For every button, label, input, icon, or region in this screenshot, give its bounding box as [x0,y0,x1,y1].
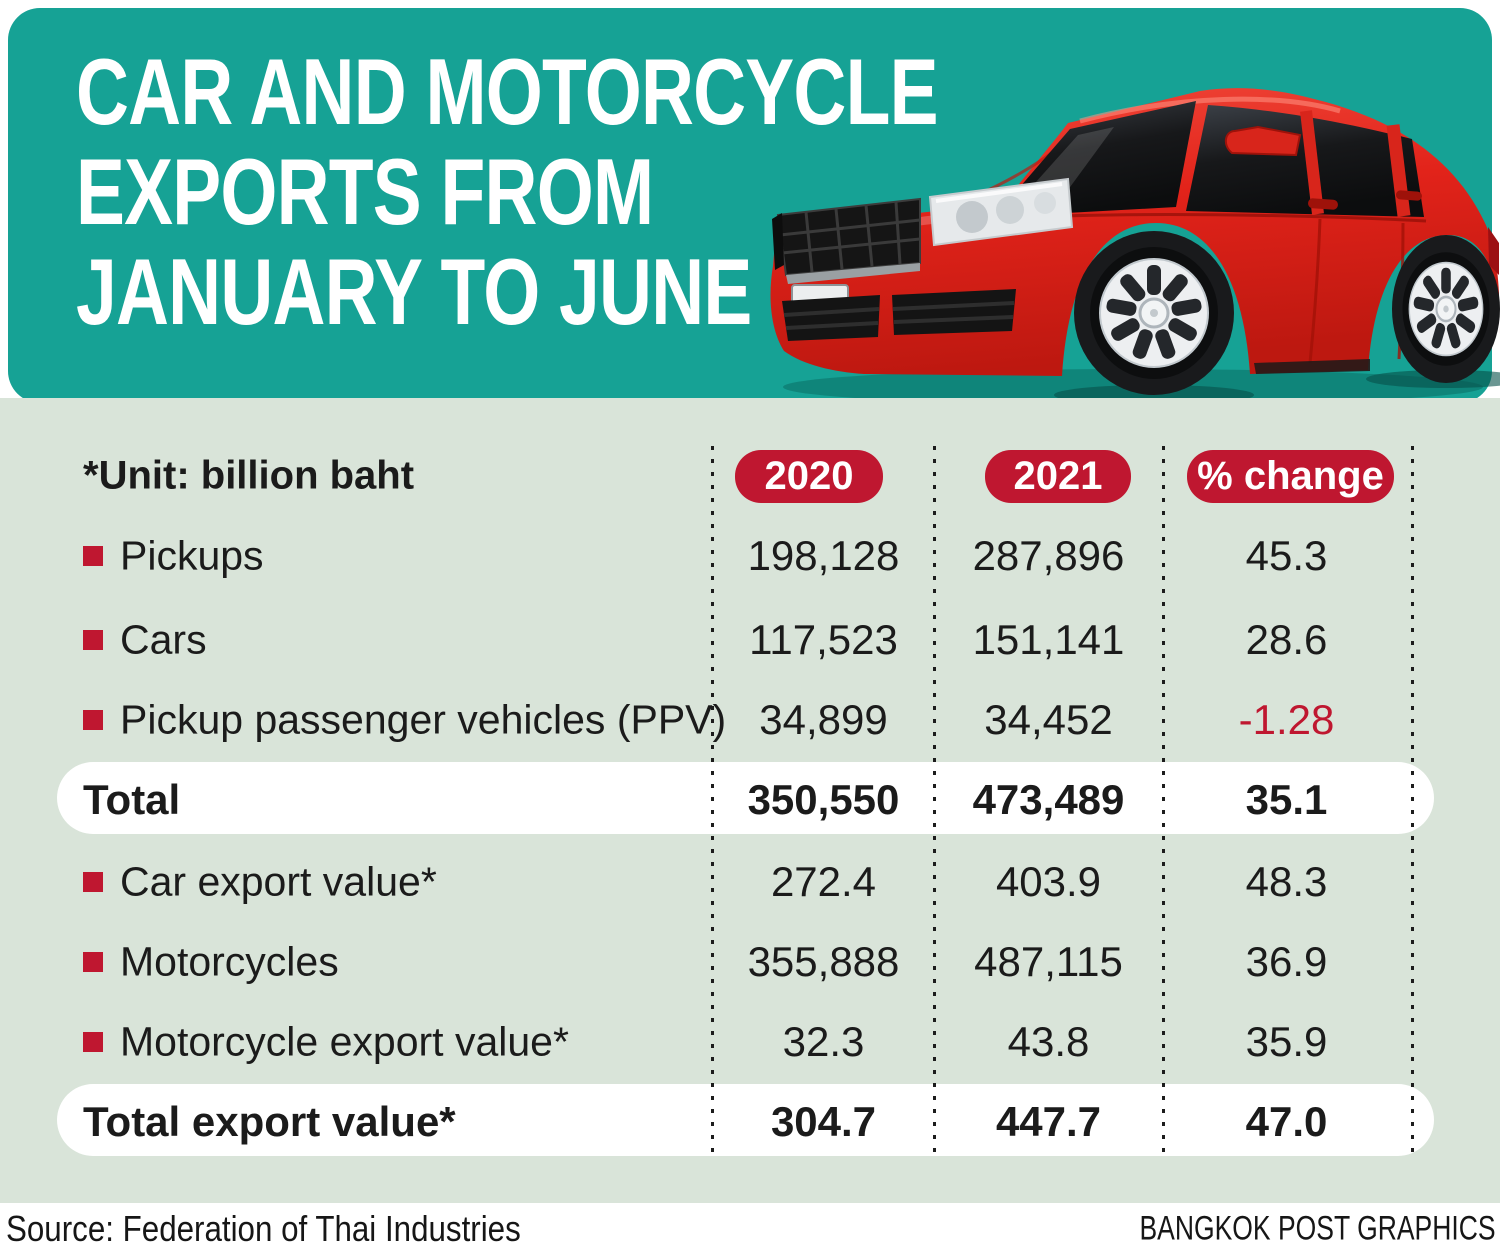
column-pill-pct-change: % change [1187,450,1394,503]
column-divider [711,446,714,1160]
total-row-background [57,762,1434,834]
value-change: 35.9 [1245,1018,1328,1065]
value-2020: 355,888 [747,938,900,985]
value-2020: 34,899 [759,696,888,743]
value-change: 35.1 [1245,776,1328,823]
value-2020: 198,128 [747,532,900,579]
graphics-credit: BANGKOK POST GRAPHICS [1139,1209,1496,1247]
value-change: -1.28 [1238,696,1335,743]
row-label: Pickup passenger vehicles (PPV) [120,696,727,743]
column-pill-2020: 2020 [735,450,883,503]
value-change: 48.3 [1245,858,1328,905]
row-bullet-icon [83,710,103,730]
table-row-car-export-value: Car export value* 272.4 403.9 48.3 [0,852,1500,912]
value-change: 47.0 [1245,1098,1328,1145]
total-export-row-background [57,1084,1434,1156]
value-change: 36.9 [1245,938,1328,985]
row-bullet-icon [83,952,103,972]
table-row-motorcycle-export-value: Motorcycle export value* 32.3 43.8 35.9 [0,1012,1500,1072]
bumper-vent-left [782,295,880,341]
unit-note-row: *Unit: billion baht [0,446,1500,506]
taillight [1488,227,1499,275]
table-row-cars: Cars 117,523 151,141 28.6 [0,610,1500,670]
value-2021: 473,489 [972,776,1125,823]
title-line-3: JANUARY TO JUNE [76,239,752,344]
column-divider [933,446,936,1160]
value-2021: 287,896 [972,532,1125,579]
value-2020: 350,550 [747,776,900,823]
title-line-2: EXPORTS FROM [76,139,654,244]
row-label: Total [83,776,181,823]
row-label: Motorcycle export value* [120,1018,569,1065]
value-change: 45.3 [1245,532,1328,579]
row-bullet-icon [83,630,103,650]
row-bullet-icon [83,1032,103,1052]
row-label: Car export value* [120,858,437,905]
row-label: Motorcycles [120,938,339,985]
header-banner: CAR AND MOTORCYCLE EXPORTS FROM JANUARY … [8,8,1500,405]
value-2021: 403.9 [995,858,1102,905]
value-2020: 32.3 [782,1018,865,1065]
table-row-total-export-value: Total export value* 304.7 447.7 47.0 [0,1092,1500,1152]
page-title: CAR AND MOTORCYCLE EXPORTS FROM JANUARY … [76,39,939,344]
column-pill-2021: 2021 [985,450,1131,503]
footer-bar: Source: Federation of Thai Industries BA… [0,1203,1500,1254]
value-2021: 34,452 [984,696,1113,743]
car-illustration [748,23,1500,415]
row-label: Total export value* [83,1098,456,1145]
red-car-graphic [770,88,1500,405]
value-2021: 151,141 [972,616,1125,663]
unit-note: *Unit: billion baht [83,453,415,498]
value-2020: 117,523 [749,616,898,663]
column-divider [1411,446,1414,1160]
table-row-pickups: Pickups 198,128 287,896 45.3 [0,526,1500,586]
table-row-motorcycles: Motorcycles 355,888 487,115 36.9 [0,932,1500,992]
value-2021: 487,115 [974,938,1123,985]
table-row-ppv: Pickup passenger vehicles (PPV) 34,899 3… [0,690,1500,750]
value-2021: 447.7 [995,1098,1102,1145]
value-change: 28.6 [1245,616,1328,663]
value-2020: 272.4 [770,858,877,905]
value-2021: 43.8 [1007,1018,1090,1065]
row-bullet-icon [83,872,103,892]
row-label: Cars [120,616,207,663]
front-wheel [1074,231,1234,395]
rear-wheel [1392,235,1500,383]
value-2020: 304.7 [770,1098,877,1145]
source-credit: Source: Federation of Thai Industries [6,1207,521,1249]
table-row-total: Total 350,550 473,489 35.1 [0,770,1500,830]
side-mirror [1224,125,1302,157]
column-divider [1162,446,1165,1160]
row-bullet-icon [83,546,103,566]
bumper-vent-right [892,289,1016,335]
title-line-1: CAR AND MOTORCYCLE [76,39,939,144]
row-label: Pickups [120,532,264,579]
